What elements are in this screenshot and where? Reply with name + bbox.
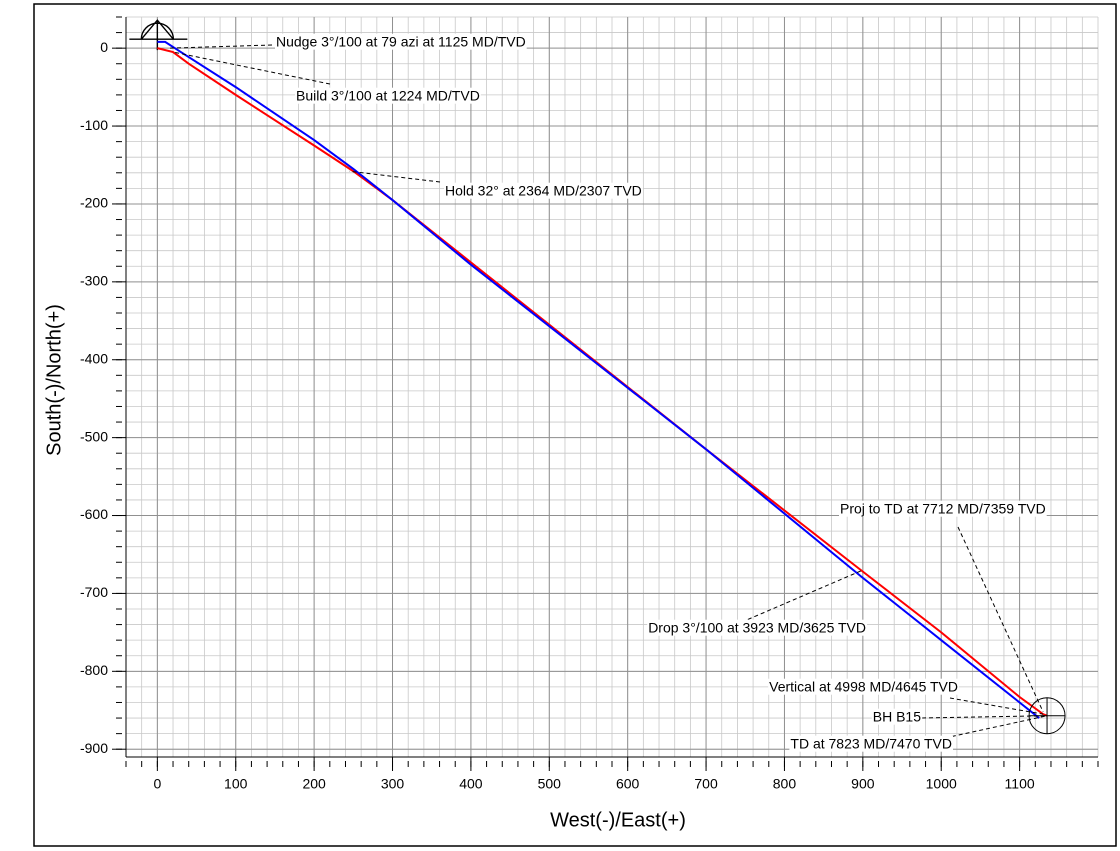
annotation-label: BH B15 — [873, 709, 921, 725]
y-tick-label: -400 — [80, 350, 108, 366]
x-tick-label: 1000 — [926, 776, 957, 792]
annotation-leader — [169, 44, 273, 49]
y-tick-label: -900 — [80, 740, 108, 756]
y-tick-label: -800 — [80, 662, 108, 678]
annotation-label: Hold 32° at 2364 MD/2307 TVD — [445, 183, 642, 199]
annotation-leader — [949, 697, 1044, 715]
annotation-label: Proj to TD at 7712 MD/7359 TVD — [840, 501, 1046, 517]
annotation-label: Build 3°/100 at 1224 MD/TVD — [296, 88, 480, 104]
x-axis-label: West(-)/East(+) — [550, 809, 686, 831]
annotation-leader — [957, 526, 1044, 713]
annotation-leader — [944, 715, 1048, 739]
y-tick-label: -600 — [80, 506, 108, 522]
y-tick-label: -200 — [80, 195, 108, 211]
y-tick-label: -300 — [80, 273, 108, 289]
x-tick-label: 700 — [694, 776, 718, 792]
x-tick-label: 300 — [381, 776, 405, 792]
annotation-bg — [295, 87, 481, 104]
y-tick-label: -500 — [80, 428, 108, 444]
x-tick-label: 1100 — [1005, 776, 1035, 792]
x-tick-label: 800 — [773, 776, 797, 792]
x-tick-label: 0 — [153, 776, 161, 792]
annotation-label: Nudge 3°/100 at 79 azi at 1125 MD/TVD — [276, 34, 526, 50]
y-tick-label: 0 — [100, 39, 108, 55]
well-path — [157, 40, 1040, 719]
annotation-leader — [172, 51, 331, 85]
grid — [112, 16, 1099, 771]
annotation-leader — [734, 569, 864, 626]
y-tick-label: -700 — [80, 584, 108, 600]
x-tick-label: 500 — [538, 776, 562, 792]
x-tick-label: 600 — [616, 776, 640, 792]
annotation-bg — [275, 33, 527, 50]
annotation-bg — [839, 500, 1047, 517]
wellhead-symbol — [129, 19, 188, 51]
annotation-leader — [349, 170, 441, 183]
y-axis-label: South(-)/North(+) — [43, 304, 65, 456]
annotation-bg — [871, 708, 923, 725]
annotation-bg — [768, 678, 959, 695]
frame — [33, 3, 1117, 847]
annotation-bg — [789, 735, 953, 752]
annotation-bg — [647, 619, 867, 636]
x-tick-label: 100 — [224, 776, 248, 792]
y-tick-label: -100 — [80, 117, 108, 133]
x-tick-label: 900 — [851, 776, 875, 792]
annotation-label: Drop 3°/100 at 3923 MD/3625 TVD — [648, 620, 866, 636]
annotation-bg — [444, 182, 643, 199]
x-tick-label: 400 — [459, 776, 483, 792]
annotation-label: Vertical at 4998 MD/4645 TVD — [769, 679, 958, 695]
x-tick-label: 200 — [302, 776, 326, 792]
annotation-label: TD at 7823 MD/7470 TVD — [790, 736, 952, 752]
